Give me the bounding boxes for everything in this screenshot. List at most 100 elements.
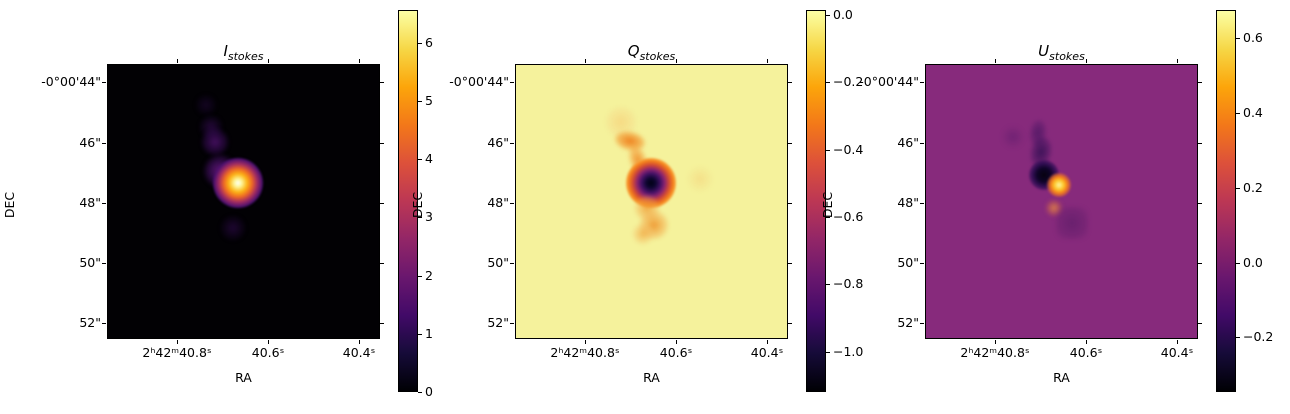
y-tick-label: 50" — [897, 255, 919, 270]
title-main: Q — [627, 42, 640, 60]
panel-title-u-stokes: Ustokes — [925, 42, 1198, 63]
y-tick-mark-right — [380, 82, 384, 83]
y-tick-mark — [102, 143, 106, 144]
q-stokes-image — [515, 64, 788, 339]
x-tick-mark-top — [1177, 59, 1178, 63]
colorbar-tick-label: 4 — [425, 151, 433, 166]
y-tick-mark-right — [380, 143, 384, 144]
colorbar-tick-label: −0.2 — [833, 74, 864, 89]
x-tick-mark-top — [177, 59, 178, 63]
x-tick-mark-top — [995, 59, 996, 63]
x-tick-mark — [767, 340, 768, 344]
colorbar-tick-label: 2 — [425, 268, 433, 283]
y-tick-label: 48" — [897, 195, 919, 210]
x-tick-mark — [177, 340, 178, 344]
x-tick-label: 2ʰ42ᵐ40.8ˢ — [142, 345, 212, 360]
y-tick-mark — [102, 263, 106, 264]
title-subscript: stokes — [227, 50, 264, 63]
x-tick-mark-top — [1086, 59, 1087, 63]
y-tick-mark-right — [1198, 143, 1202, 144]
y-tick-mark — [102, 82, 106, 83]
y-tick-label: -0°00'44" — [41, 74, 101, 89]
colorbar-tick-mark — [1236, 188, 1240, 189]
colorbar-tick-label: −0.2 — [1243, 329, 1274, 344]
ra-axis-label: RA — [1053, 370, 1070, 385]
x-tick-label: 40.4ˢ — [1160, 345, 1194, 360]
y-tick-label: 48" — [487, 195, 509, 210]
title-main: U — [1038, 42, 1050, 60]
y-tick-mark — [920, 323, 924, 324]
x-tick-mark — [676, 340, 677, 344]
x-tick-label: 2ʰ42ᵐ40.8ˢ — [960, 345, 1030, 360]
bright-core-blob — [213, 158, 263, 208]
panel-i-stokes: Istokes -0°00'44" 46" 48" 50" 52" — [0, 0, 433, 414]
colorbar-tick-mark — [1236, 337, 1240, 338]
x-tick-label: 40.6ˢ — [251, 345, 285, 360]
x-tick-mark-top — [676, 59, 677, 63]
x-tick-label: 40.6ˢ — [659, 345, 693, 360]
x-tick-label: 40.4ˢ — [342, 345, 376, 360]
colorbar-tick-mark — [826, 150, 830, 151]
y-tick-mark-right — [788, 82, 792, 83]
y-tick-mark-right — [380, 203, 384, 204]
y-tick-label: 52" — [487, 315, 509, 330]
y-tick-label: 46" — [897, 135, 919, 150]
y-tick-label: 46" — [487, 135, 509, 150]
colorbar-i-stokes — [398, 10, 418, 392]
y-tick-label: 52" — [897, 315, 919, 330]
colorbar-tick-label: 0.6 — [1243, 30, 1263, 45]
colorbar-tick-mark — [418, 217, 422, 218]
colorbar-tick-mark — [826, 15, 830, 16]
x-tick-label: 2ʰ42ᵐ40.8ˢ — [550, 345, 620, 360]
x-tick-mark — [359, 340, 360, 344]
colorbar-tick-label: −1.0 — [833, 344, 864, 359]
colorbar-tick-label: 0.2 — [1243, 180, 1263, 195]
y-tick-label: -0°00'44" — [449, 74, 509, 89]
colorbar-tick-label: 0 — [425, 384, 433, 399]
colorbar-tick-mark — [1236, 113, 1240, 114]
colorbar-tick-label: 3 — [425, 209, 433, 224]
colorbar-tick-mark — [1236, 263, 1240, 264]
colorbar-tick-label: 6 — [425, 35, 433, 50]
x-tick-label: 40.4ˢ — [750, 345, 784, 360]
faint-east-haze-blob — [686, 165, 714, 193]
x-tick-mark — [268, 340, 269, 344]
colorbar-tick-mark — [418, 101, 422, 102]
dec-axis-label: DEC — [820, 191, 835, 219]
colorbar-tick-mark — [418, 334, 422, 335]
positive-knot-south-blob — [1046, 200, 1062, 216]
colorbar-tick-mark — [826, 284, 830, 285]
i-stokes-image — [107, 64, 380, 339]
colorbar-tick-mark — [418, 43, 422, 44]
x-tick-label: 40.6ˢ — [1069, 345, 1103, 360]
title-main: I — [223, 42, 228, 60]
panel-u-stokes: Ustokes -0°00'44" 46" 48" 50" 52" — [818, 0, 1273, 414]
y-tick-mark-right — [1198, 203, 1202, 204]
colorbar-tick-label: 0.0 — [833, 7, 853, 22]
colorbar-tick-mark — [826, 217, 830, 218]
colorbar-tick-label: −0.8 — [833, 276, 864, 291]
faint-haze-blob — [196, 95, 216, 115]
negative-patch-se-blob — [1056, 207, 1088, 239]
x-tick-mark — [1177, 340, 1178, 344]
y-tick-mark — [102, 323, 106, 324]
u-stokes-image — [925, 64, 1198, 339]
colorbar-tick-mark — [826, 352, 830, 353]
colorbar-tick-label: 1 — [425, 326, 433, 341]
colorbar-tick-mark — [418, 392, 422, 393]
colorbar-u-stokes — [1216, 10, 1236, 392]
y-tick-mark-right — [788, 263, 792, 264]
y-tick-mark — [920, 82, 924, 83]
colorbar-tick-mark — [418, 159, 422, 160]
north-knot-blob — [202, 129, 228, 155]
y-tick-mark — [510, 82, 514, 83]
y-tick-mark-right — [1198, 82, 1202, 83]
y-tick-mark — [920, 203, 924, 204]
y-tick-mark — [510, 323, 514, 324]
y-tick-label: 48" — [79, 195, 101, 210]
dec-axis-label: DEC — [410, 191, 425, 219]
y-tick-mark-right — [1198, 323, 1202, 324]
colorbar-tick-mark — [826, 82, 830, 83]
colorbar-tick-label: −0.6 — [833, 209, 864, 224]
